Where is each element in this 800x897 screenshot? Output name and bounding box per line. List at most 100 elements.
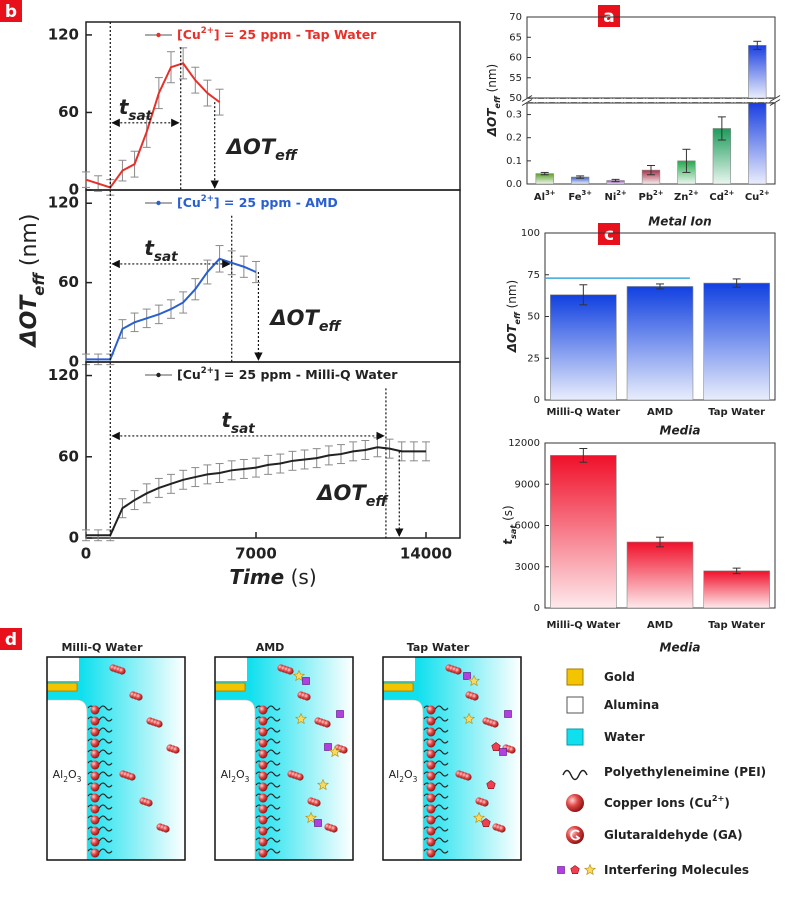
glutaraldehyde	[258, 826, 268, 836]
schematic-frame	[214, 656, 354, 861]
error-bar	[579, 284, 588, 306]
interfering-pentagon	[486, 780, 496, 789]
interfering-pentagon	[570, 865, 580, 874]
pei-chain	[423, 804, 449, 810]
pei-chain	[423, 815, 449, 821]
x-tick-label: Tap Water	[708, 620, 765, 631]
x-tick-label-part: 2+	[653, 189, 663, 197]
legend-label-part: ] = 25 ppm - AMD	[214, 195, 338, 210]
pei-chain	[255, 760, 281, 766]
glutaraldehyde	[426, 804, 436, 814]
pei-chain	[423, 793, 449, 799]
copper-ion	[498, 825, 506, 833]
bar	[703, 282, 770, 400]
pei-chain	[255, 705, 281, 711]
pei-chain	[87, 727, 113, 733]
bar	[703, 570, 770, 608]
legend-label-part: 2+	[201, 366, 214, 376]
tsat-label-part: sat	[128, 108, 152, 124]
tsat-label-part: sat	[154, 249, 178, 265]
y-tick-label: 0	[534, 603, 540, 614]
glutaraldehyde	[90, 815, 100, 825]
error-bar	[717, 116, 726, 141]
substrate-label-part: 3	[245, 775, 250, 784]
alumina	[214, 699, 256, 861]
interfering-star	[317, 778, 329, 791]
glutaraldehyde	[90, 716, 100, 726]
effect-label-part: eff	[275, 148, 299, 164]
y-tick-label: 0.0	[506, 179, 522, 190]
interfering-star	[295, 712, 307, 725]
error-bar	[576, 175, 585, 179]
copper-ion	[162, 825, 170, 833]
pei-chain	[255, 749, 281, 755]
legend-item: Interfering Molecules	[604, 863, 749, 877]
y-axis-label-part: t	[501, 538, 515, 545]
copper-ion	[508, 746, 516, 754]
legend-marker	[156, 372, 161, 378]
y-axis-label-part: eff	[492, 95, 502, 109]
tsat-label-part: t	[119, 94, 130, 118]
interfering-star	[329, 745, 341, 758]
glutaraldehyde	[426, 727, 436, 737]
interfering-cube	[557, 866, 565, 874]
y-tick-label: 120	[48, 194, 79, 212]
legend-marker	[156, 200, 161, 206]
legend-item: Water	[604, 730, 645, 744]
x-axis-label: Media	[660, 424, 701, 438]
alumina-top	[47, 657, 79, 681]
effect-label-part: eff	[319, 319, 343, 335]
x-tick-label: AMD	[647, 620, 673, 631]
y-axis-label-part: (nm)	[485, 64, 499, 96]
copper-ion	[481, 799, 489, 807]
substrate-label-part: O	[68, 768, 77, 781]
substrate-label-part: 3	[77, 775, 82, 784]
icon-water	[566, 728, 584, 746]
pei-chain	[255, 771, 281, 777]
pei-chain	[255, 804, 281, 810]
legend-item-part: Water	[604, 730, 645, 744]
error-bar	[656, 536, 664, 548]
effect-label: ΔOTeff	[268, 306, 342, 335]
substrate-label-part: Al	[221, 768, 232, 781]
y-tick-label: 0	[69, 529, 79, 547]
icon-pei	[562, 769, 588, 781]
interfering-pentagon	[491, 742, 501, 751]
x-tick-label-part: Cd	[709, 192, 724, 203]
bar	[550, 294, 617, 400]
glutaraldehyde	[426, 782, 436, 792]
copper-ion	[135, 693, 143, 701]
interfering-cube	[324, 743, 332, 751]
substrate-label-part: 2	[63, 775, 68, 784]
legend-label-part: ] = 25 ppm - Tap Water	[214, 27, 377, 42]
x-tick-label-part: Fe	[568, 192, 581, 203]
error-bar	[611, 178, 620, 183]
panel-label-box	[0, 0, 22, 22]
legend-item-part: Interfering Molecules	[604, 863, 749, 877]
y-tick-label: 70	[509, 12, 522, 23]
y-axis-label: tsat (s)	[501, 505, 518, 544]
pei-chain	[255, 837, 281, 843]
glutaraldehyde	[258, 771, 268, 781]
substrate-label-part: 2	[231, 775, 236, 784]
alumina-top	[383, 657, 415, 681]
tsat-label-part: t	[221, 407, 232, 431]
substrate-label-part: O	[404, 768, 413, 781]
legend-label-part: 2+	[201, 194, 214, 204]
x-tick-label-part: 2+	[688, 189, 698, 197]
schematic-title: Tap Water	[407, 641, 470, 654]
schematic-title: Milli-Q Water	[61, 641, 143, 654]
error-bar	[732, 278, 741, 288]
legend-label-part: [Cu	[177, 195, 201, 210]
x-axis-label-part: Time	[229, 565, 284, 589]
pei-chain	[87, 749, 113, 755]
glutaraldehyde	[258, 727, 268, 737]
effect-label-part: eff	[366, 494, 390, 510]
interfering-cube	[336, 710, 344, 718]
tsat-label-part: t	[144, 235, 155, 259]
pei-chain	[423, 716, 449, 722]
pei-chain	[255, 826, 281, 832]
glutaraldehyde	[258, 848, 268, 858]
substrate-label-part: O	[236, 768, 245, 781]
data-line	[86, 446, 426, 537]
